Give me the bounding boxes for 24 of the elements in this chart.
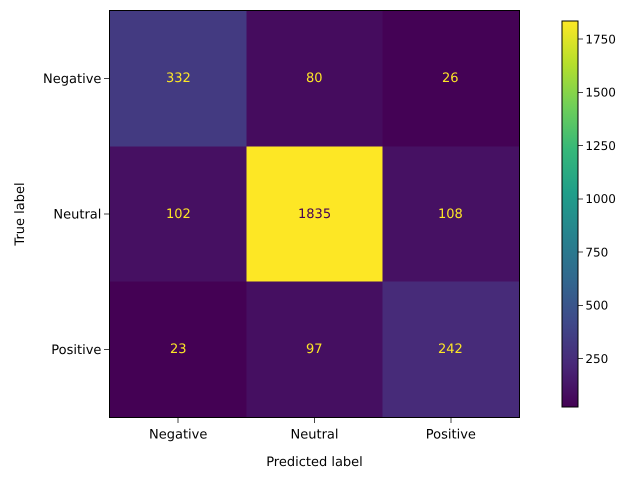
y-axis-title: True label xyxy=(13,182,28,247)
y-tick-label: Positive xyxy=(51,342,102,358)
x-axis-title: Predicted label xyxy=(266,455,363,470)
data-label: 23 xyxy=(170,342,187,357)
data-label: 102 xyxy=(166,207,191,222)
data-label: 332 xyxy=(166,71,191,86)
color-bar-label: 1500 xyxy=(585,86,616,100)
y-tick-label: Neutral xyxy=(53,208,102,223)
x-tick-label: Negative xyxy=(149,428,208,443)
color-bar-label: 250 xyxy=(585,352,608,366)
x-tick-label: Positive xyxy=(426,428,476,443)
color-bar-label: 750 xyxy=(585,245,608,260)
data-label: 1835 xyxy=(298,207,332,222)
color-bar-label: 1750 xyxy=(585,32,616,46)
color-bar-label: 1250 xyxy=(585,138,616,153)
data-label: 242 xyxy=(438,342,463,357)
data-label: 80 xyxy=(306,71,323,86)
color-bar-label: 1000 xyxy=(585,192,616,206)
y-tick-label: Negative xyxy=(43,72,102,88)
data-label: 97 xyxy=(306,342,323,357)
x-tick-label: Neutral xyxy=(290,428,338,443)
color-bar-label: 500 xyxy=(585,298,608,313)
data-label: 26 xyxy=(442,71,459,86)
data-label: 108 xyxy=(438,207,463,222)
